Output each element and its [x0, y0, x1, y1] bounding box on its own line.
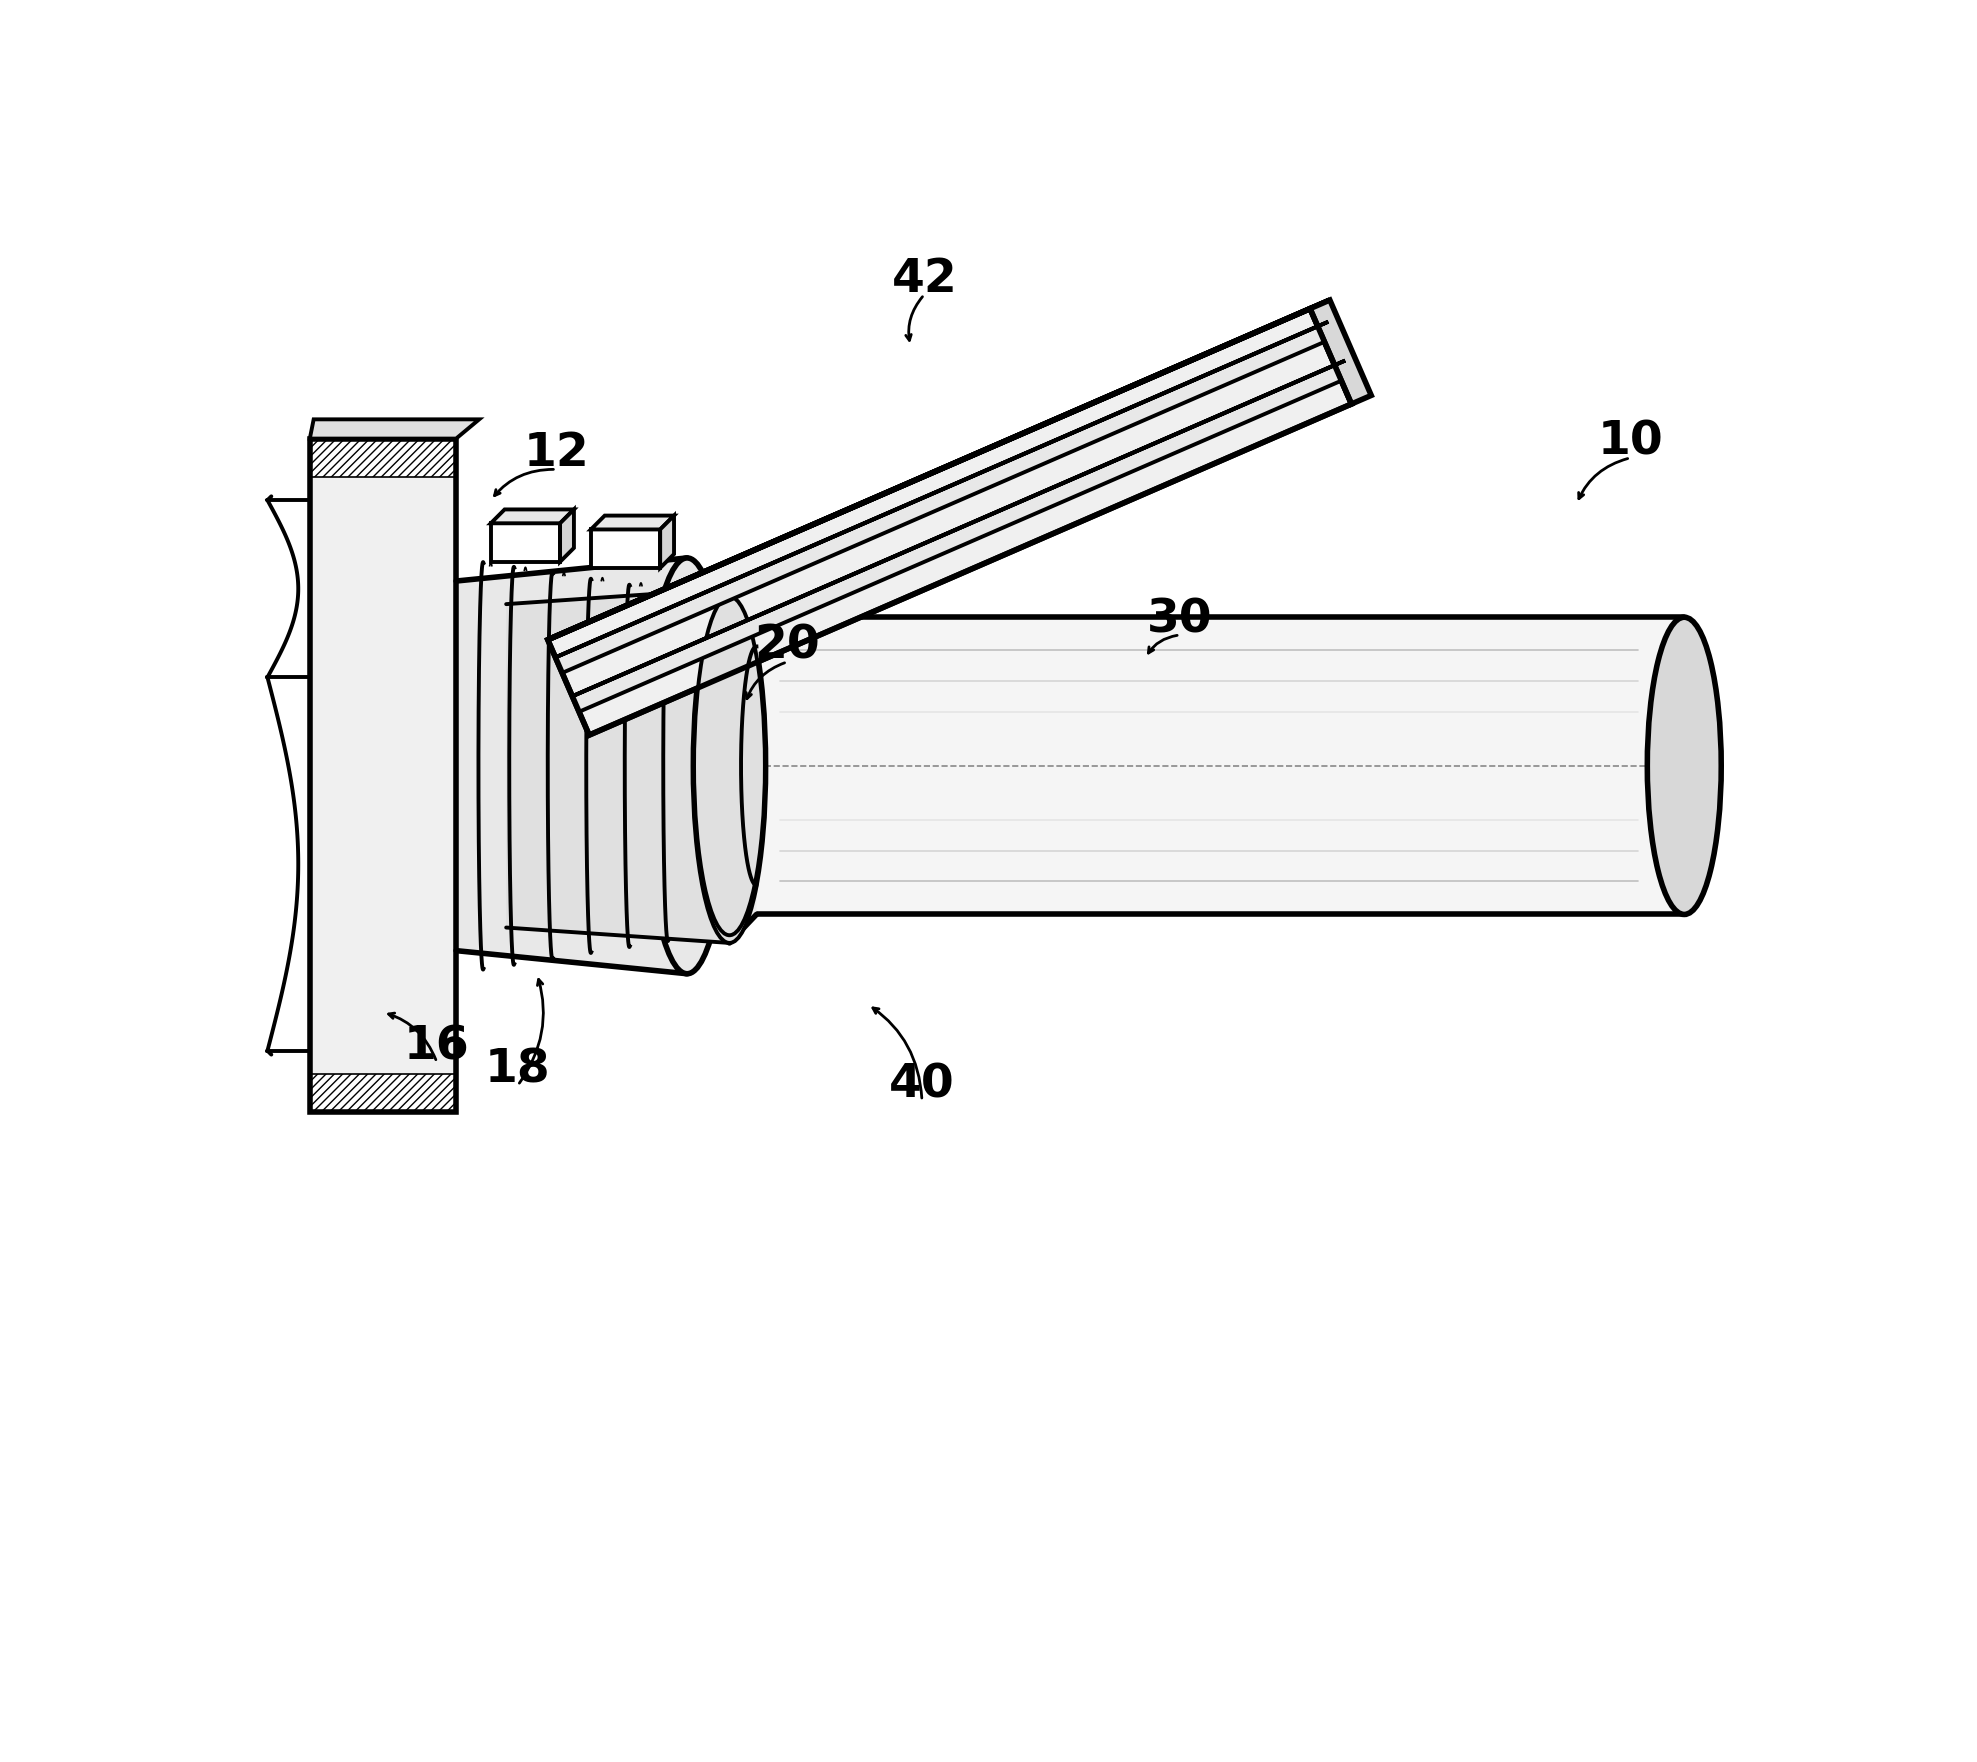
Polygon shape [457, 559, 688, 974]
Text: 30: 30 [1147, 597, 1212, 641]
Text: 18: 18 [484, 1047, 550, 1092]
Text: 12: 12 [524, 432, 589, 476]
Text: 20: 20 [755, 624, 820, 670]
Polygon shape [548, 300, 1331, 640]
Polygon shape [556, 322, 1329, 657]
Polygon shape [310, 1073, 457, 1112]
Polygon shape [757, 617, 1684, 914]
Ellipse shape [1647, 617, 1722, 914]
Ellipse shape [645, 559, 730, 974]
Ellipse shape [692, 589, 767, 943]
Ellipse shape [694, 597, 765, 936]
Polygon shape [310, 419, 478, 439]
Polygon shape [1311, 300, 1372, 403]
Polygon shape [591, 516, 674, 529]
Polygon shape [310, 439, 457, 478]
Polygon shape [730, 589, 757, 943]
Polygon shape [559, 509, 573, 562]
Polygon shape [548, 308, 1352, 735]
Text: 10: 10 [1597, 419, 1663, 465]
Polygon shape [556, 326, 1325, 673]
Polygon shape [571, 365, 1340, 712]
Text: 40: 40 [890, 1062, 955, 1108]
Text: 42: 42 [892, 257, 957, 301]
Polygon shape [310, 439, 457, 1112]
Polygon shape [660, 516, 674, 567]
Polygon shape [506, 589, 730, 943]
Text: 16: 16 [403, 1024, 471, 1070]
Polygon shape [591, 529, 660, 567]
Polygon shape [490, 509, 573, 523]
Polygon shape [571, 361, 1344, 696]
Polygon shape [490, 523, 559, 562]
